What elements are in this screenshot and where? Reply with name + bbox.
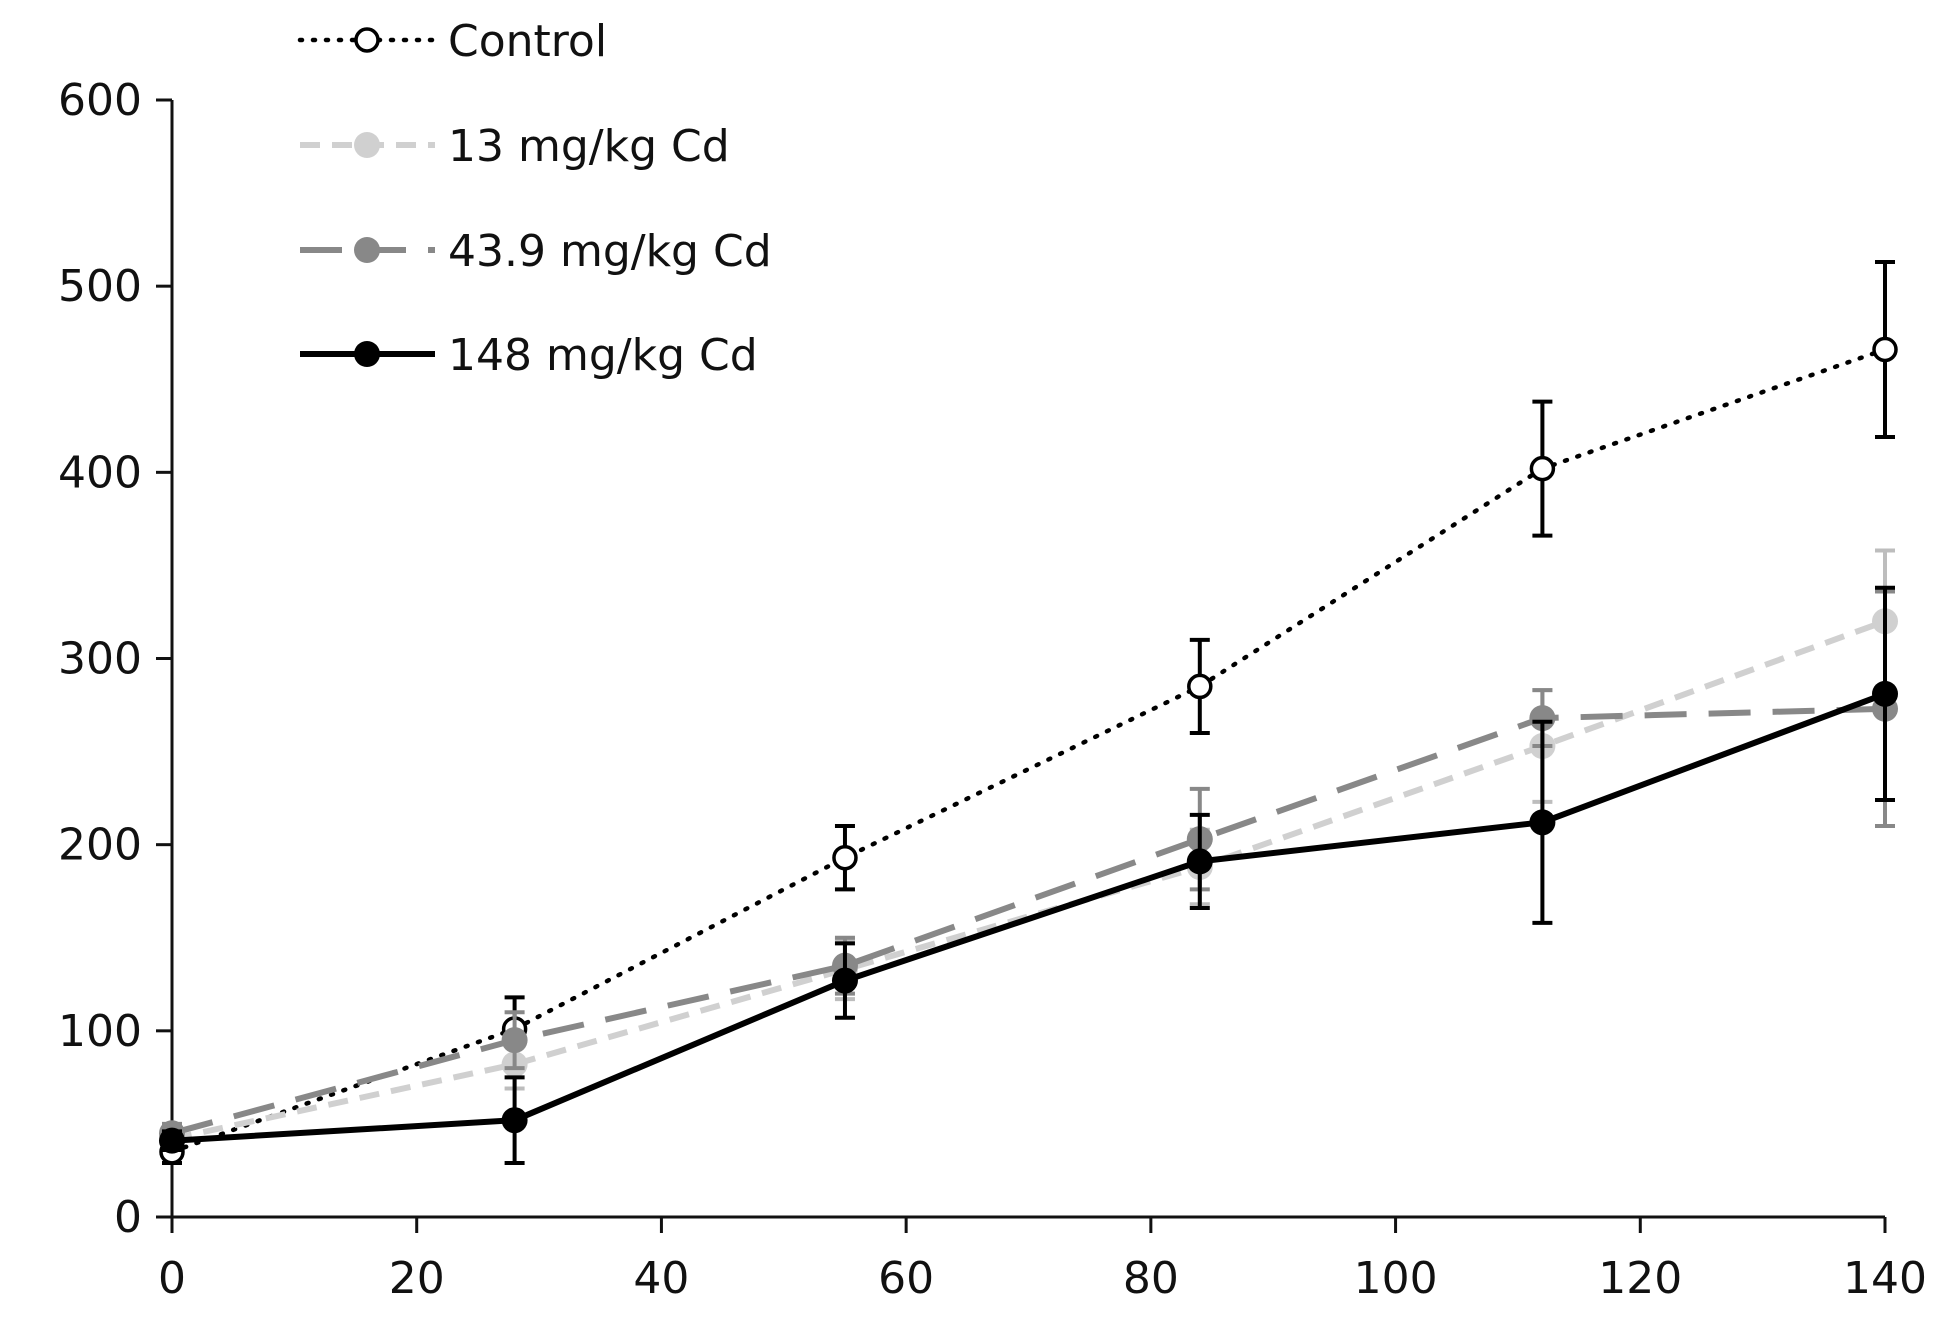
data-point: [1529, 705, 1556, 732]
series-line: [169, 347, 1888, 1155]
series-3: [159, 585, 1898, 1166]
legend-marker: [354, 237, 380, 263]
y-axis: 0 100 200 300 400 500 600: [58, 75, 174, 1243]
plot-area: [159, 259, 1898, 1166]
legend-marker: [354, 27, 380, 53]
y-tick-label: 500: [58, 261, 142, 312]
series-2: [159, 589, 1898, 1147]
series-line: [171, 705, 1886, 1137]
legend-item-1: 13 mg/kg Cd: [300, 121, 730, 172]
x-tick-label: 140: [1843, 1253, 1927, 1304]
y-tick-label: 300: [58, 634, 142, 685]
data-point: [1529, 455, 1556, 482]
x-tick-label: 100: [1354, 1253, 1438, 1304]
legend-item-2: 43.9 mg/kg Cd: [300, 226, 772, 277]
y-tick-label: 600: [58, 75, 142, 126]
data-point: [159, 1127, 185, 1154]
y-tick-label: 100: [58, 1006, 142, 1057]
series-0: [159, 259, 1898, 1166]
legend-item-3: 148 mg/kg Cd: [300, 330, 758, 381]
data-point: [1186, 848, 1213, 875]
legend-label: Control: [448, 16, 607, 67]
data-point: [1187, 673, 1213, 700]
data-point: [501, 1027, 528, 1054]
legend-label: 148 mg/kg Cd: [448, 330, 758, 381]
x-tick-label: 20: [389, 1253, 445, 1304]
y-tick-label: 400: [58, 447, 142, 498]
legend-label: 43.9 mg/kg Cd: [448, 226, 772, 277]
series-line: [171, 691, 1887, 1144]
data-point: [1872, 336, 1898, 363]
legend: Control 13 mg/kg Cd 43.9 mg/kg Cd 148 mg/kg…: [297, 16, 772, 381]
legend-item-0: Control: [297, 16, 607, 67]
x-tick-label: 0: [158, 1253, 186, 1304]
x-axis: 0 20 40 60 80 100 120 140: [158, 1215, 1927, 1304]
legend-marker: [354, 132, 380, 158]
x-tick-label: 80: [1123, 1253, 1179, 1304]
data-point: [1872, 680, 1898, 707]
y-tick-label: 200: [58, 820, 142, 871]
data-point: [831, 967, 858, 994]
y-tick-label: 0: [114, 1192, 142, 1243]
legend-label: 13 mg/kg Cd: [448, 121, 730, 172]
x-tick-label: 60: [878, 1253, 934, 1304]
x-tick-label: 120: [1598, 1253, 1682, 1304]
legend-marker: [354, 341, 380, 367]
data-point: [832, 844, 858, 871]
data-point: [501, 1107, 528, 1134]
data-point: [1529, 809, 1556, 836]
x-tick-label: 40: [633, 1253, 689, 1304]
